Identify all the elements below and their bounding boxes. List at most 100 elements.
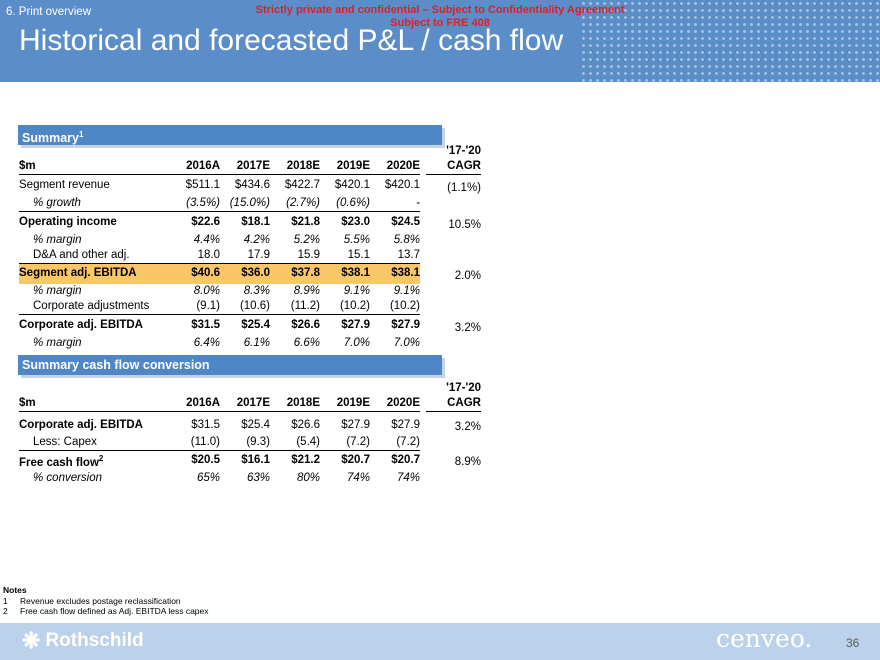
cell: (0.6%) [336, 197, 370, 209]
table-row: % conversion 65% 63% 80% 74% 74% [19, 471, 481, 486]
cell: $21.8 [270, 211, 320, 233]
summary-header-row: $m 2016A 2017E 2018E 2019E 2020E CAGR [19, 159, 481, 175]
table-row: D&A and other adj. 18.0 17.9 15.9 15.1 1… [19, 248, 481, 264]
unit-header: $m [19, 396, 170, 412]
cashflow-box-title: Summary cash flow conversion [18, 355, 442, 375]
note-number: 2 [3, 606, 8, 616]
cell: $22.6 [170, 211, 220, 233]
col-header: 2016A [170, 396, 220, 412]
cell: $37.8 [270, 262, 320, 284]
row-label-text: Free cash flow [19, 456, 99, 469]
cell: 7.0% [393, 336, 420, 349]
cell: 6.1% [243, 336, 270, 349]
cell: $18.1 [220, 211, 270, 233]
cell: $31.5 [191, 419, 220, 431]
confidentiality-line-2: Subject to FRE 408 [390, 17, 490, 29]
cell: 6.4% [193, 336, 220, 349]
cell: 74% [346, 471, 370, 484]
cagr-period: '17-'20 [446, 382, 481, 394]
cell: (11.2) [290, 300, 320, 312]
cell: 5.8% [393, 233, 420, 246]
row-label: Corporate adj. EBITDA [19, 314, 170, 336]
cell: $27.9 [341, 419, 370, 431]
col-header: 2019E [320, 159, 370, 175]
row-label: Operating income [19, 211, 170, 233]
table-row: Corporate adj. EBITDA $31.5 $25.4 $26.6 … [19, 416, 481, 435]
note-text: Revenue excludes postage reclassificatio… [20, 595, 181, 606]
cell: (9.3) [246, 436, 270, 448]
table-row: % margin 4.4% 4.2% 5.2% 5.5% 5.8% [19, 233, 481, 248]
cell: 9.1% [343, 285, 370, 297]
footer-band [0, 623, 880, 660]
cell: 18.0 [197, 248, 220, 261]
cell: (9.1) [196, 300, 220, 312]
cell: 7.0% [343, 336, 370, 349]
cell: (15.0%) [229, 197, 270, 209]
cagr-header: CAGR [426, 159, 481, 175]
rothschild-logo: ❋ Rothschild [22, 628, 144, 654]
row-label: % growth [33, 197, 81, 209]
row-label: % conversion [33, 471, 103, 484]
col-header: 2018E [270, 159, 320, 175]
cell: $21.2 [270, 449, 320, 471]
cell: $31.5 [170, 314, 220, 336]
cell: (5.4) [296, 436, 320, 448]
dot-pattern [580, 0, 880, 82]
row-label: Segment adj. EBITDA [19, 262, 170, 284]
cenveo-logo: cenveo. [716, 624, 813, 653]
cell: $25.4 [241, 419, 270, 431]
cell: $511.1 [185, 179, 220, 191]
cell: 8.0% [193, 285, 220, 297]
table-row: Segment revenue $511.1 $434.6 $422.7 $42… [19, 175, 481, 197]
cagr-header: CAGR [426, 396, 481, 412]
table-row: Corporate adjustments (9.1) (10.6) (11.2… [19, 299, 481, 315]
notes-heading: Notes [3, 585, 27, 595]
cagr-cell: 3.2% [454, 421, 481, 433]
cell: (10.2) [389, 300, 420, 312]
cell: $20.7 [320, 449, 370, 471]
row-label: % margin [33, 336, 82, 349]
unit-header: $m [19, 159, 170, 175]
note-item: 2 Free cash flow defined as Adj. EBITDA l… [3, 606, 209, 617]
cell: 15.9 [297, 248, 320, 261]
row-label: % margin [33, 285, 82, 297]
cashflow-table: '17-'20 $m 2016A 2017E 2018E 2019E 2020E… [19, 381, 481, 486]
page-title: Historical and forecasted P&L / cash flo… [19, 24, 564, 57]
cell: 74% [396, 471, 420, 484]
table-row: % growth (3.5%) (15.0%) (2.7%) (0.6%) - [19, 196, 481, 212]
col-header: 2017E [220, 159, 270, 175]
cell: $25.4 [220, 314, 270, 336]
cell: $24.5 [370, 211, 420, 233]
summary-title-text: Summary [22, 131, 79, 146]
table-row: Free cash flow2 $20.5 $16.1 $21.2 $20.7 … [19, 449, 481, 471]
note-number: 1 [3, 595, 8, 606]
table-row: Operating income $22.6 $18.1 $21.8 $23.0… [19, 211, 481, 233]
col-header: 2019E [320, 396, 370, 412]
row-label: Corporate adjustments [33, 300, 150, 312]
cell: $27.9 [370, 314, 420, 336]
snowflake-icon: ❋ [22, 628, 41, 653]
cell: $27.9 [391, 419, 420, 431]
row-label: Free cash flow2 [19, 449, 170, 471]
cell: 4.4% [193, 233, 220, 246]
cell: $420.1 [334, 179, 370, 191]
confidentiality-line-1: Strictly private and confidential – Subj… [255, 4, 625, 16]
cashflow-header-row: $m 2016A 2017E 2018E 2019E 2020E CAGR [19, 396, 481, 412]
row-label: Corporate adj. EBITDA [19, 419, 143, 431]
cell: $20.7 [370, 449, 420, 471]
cell: 5.5% [343, 233, 370, 246]
cell: $27.9 [320, 314, 370, 336]
cell: $40.6 [170, 262, 220, 284]
cell: $36.0 [220, 262, 270, 284]
cell: $26.6 [291, 419, 320, 431]
cell: $26.6 [270, 314, 320, 336]
confidentiality-notice: Strictly private and confidential – Subj… [240, 4, 640, 30]
note-text: Free cash flow defined as Adj. EBITDA le… [20, 606, 209, 616]
cell: $23.0 [320, 211, 370, 233]
cell: 8.3% [243, 285, 270, 297]
col-header: 2018E [270, 396, 320, 412]
cell: - [416, 197, 420, 209]
cagr-cell: 8.9% [454, 455, 481, 468]
header-banner: 6. Print overview Strictly private and c… [0, 0, 880, 82]
cell: (2.7%) [286, 197, 320, 209]
